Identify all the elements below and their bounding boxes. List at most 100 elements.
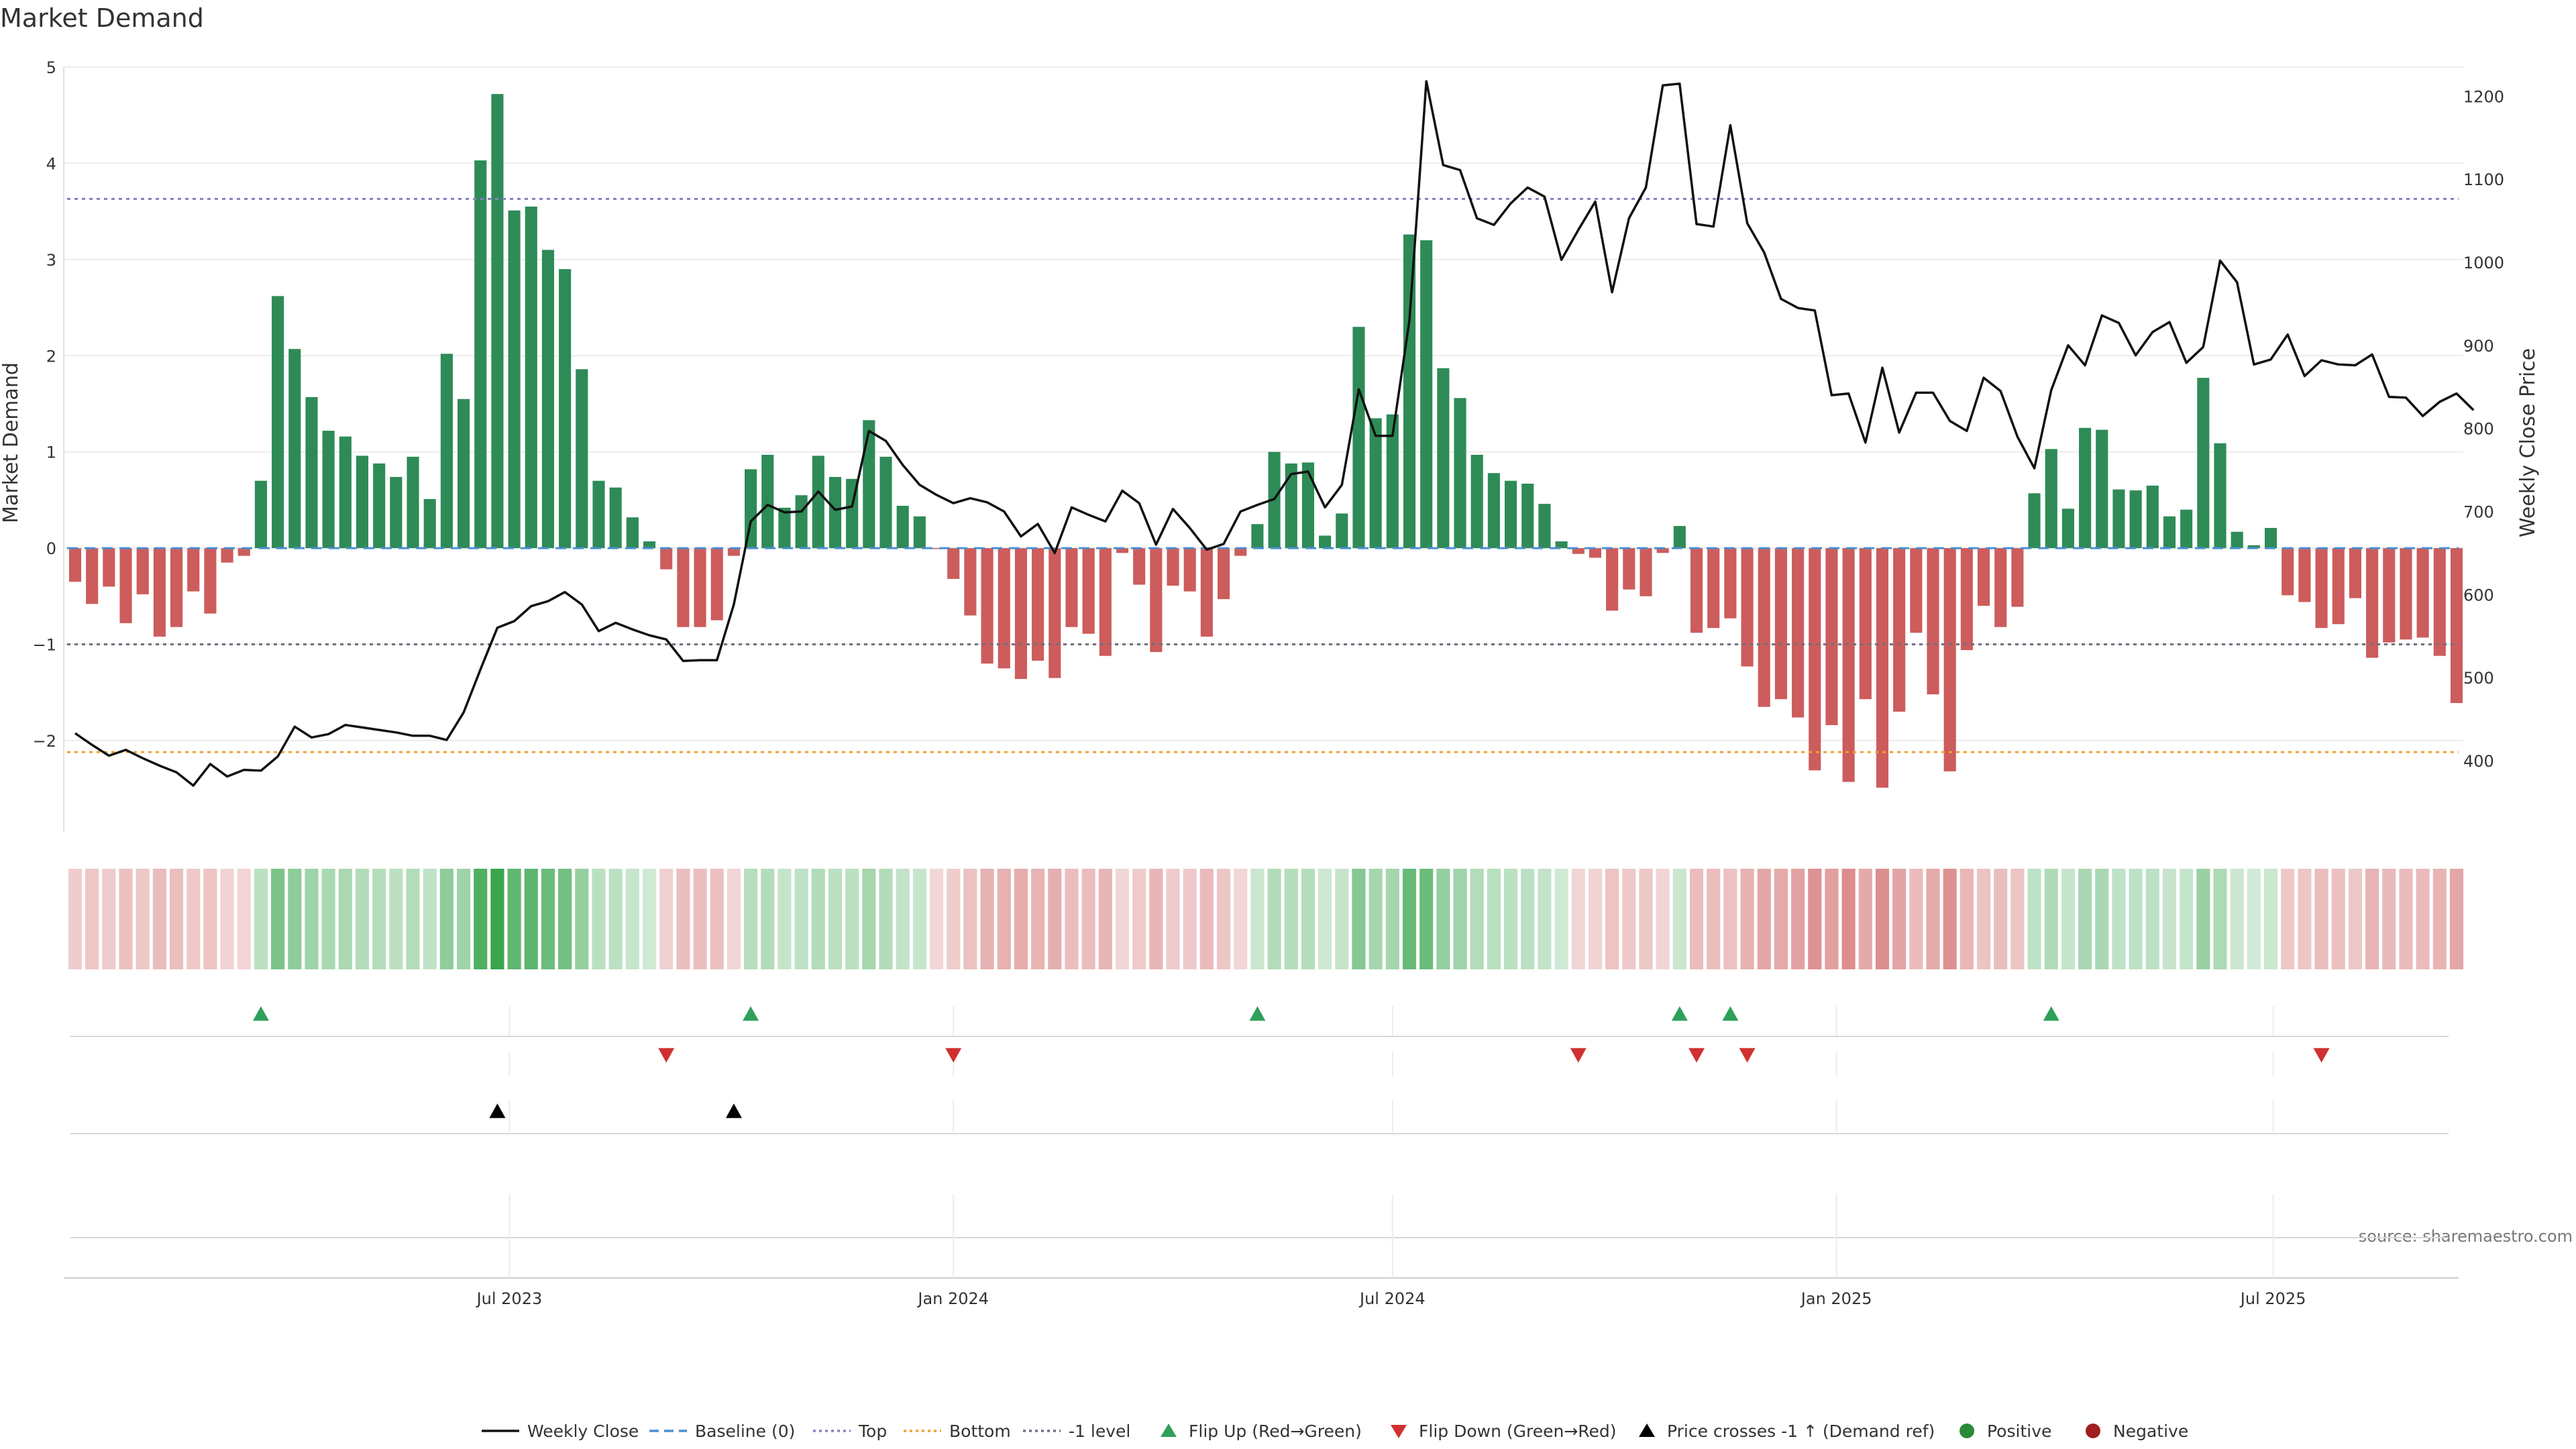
demand-bar [1876, 548, 1889, 788]
demand-bar [2214, 443, 2226, 549]
heat-cell [2010, 869, 2025, 969]
heat-cell [2416, 869, 2430, 969]
heat-cell [136, 869, 150, 969]
heat-cell [1791, 869, 1805, 969]
heat-cell [693, 869, 707, 969]
demand-bar [964, 548, 977, 616]
heat-cell [1994, 869, 2008, 969]
flip-up-marker [1671, 1006, 1688, 1021]
heat-cell [1757, 869, 1771, 969]
demand-bar [1437, 368, 1450, 549]
demand-bar [1774, 548, 1787, 700]
demand-bar [2011, 548, 2024, 607]
demand-bar [170, 548, 183, 627]
flip-up-marker [743, 1006, 759, 1021]
y2-axis-label: Weekly Close Price [2516, 348, 2540, 537]
demand-bar [1656, 548, 1669, 553]
heat-cell [68, 869, 83, 969]
demand-bar [2146, 485, 2159, 549]
heat-cell [1250, 869, 1265, 969]
demand-bar [576, 369, 588, 549]
flip-down-marker [1688, 1048, 1705, 1063]
x-tick-label: Jul 2023 [476, 1289, 543, 1308]
y-tick-label: −2 [33, 732, 56, 751]
demand-bar [1842, 548, 1855, 782]
demand-bar [1251, 524, 1264, 549]
demand-bar [2383, 548, 2396, 643]
legend-item: Flip Down (Green→Red) [1391, 1421, 1617, 1441]
heat-cell [1098, 869, 1112, 969]
heat-cell [592, 869, 606, 969]
legend-item: Top [813, 1421, 887, 1441]
demand-bar [2079, 427, 2092, 549]
heat-cell [2382, 869, 2396, 969]
demand-bar [1741, 548, 1754, 667]
demand-bar [2129, 490, 2142, 549]
legend-label: Negative [2113, 1421, 2188, 1441]
demand-bar [525, 206, 537, 549]
heat-cell [1875, 869, 1890, 969]
heat-cell [1504, 869, 1518, 969]
demand-bar [778, 507, 791, 549]
heat-cell [169, 869, 184, 969]
heat-cell [271, 869, 285, 969]
demand-bar [1082, 548, 1095, 634]
demand-bar [1133, 548, 1146, 585]
heat-cell [2095, 869, 2109, 969]
heat-cell [102, 869, 116, 969]
demand-bar [1673, 526, 1686, 549]
heat-cell [457, 869, 471, 969]
demand-bar [795, 495, 808, 549]
heat-cell [1453, 869, 1467, 969]
heat-cell [490, 869, 504, 969]
heat-cell [220, 869, 234, 969]
x-tick-label: Jul 2024 [1358, 1289, 1426, 1308]
demand-bar [407, 456, 419, 549]
y2-tick-label: 800 [2463, 420, 2494, 439]
heat-cell [845, 869, 859, 969]
y2-tick-label: 1100 [2463, 170, 2504, 189]
heat-cell [2061, 869, 2075, 969]
heat-cell [1672, 869, 1686, 969]
heat-cell [1774, 869, 1788, 969]
demand-heat-strip [68, 869, 2464, 969]
legend-swatch [2086, 1424, 2100, 1438]
y2-tick-label: 1200 [2463, 87, 2504, 106]
heat-cell [761, 869, 775, 969]
heat-cell [659, 869, 674, 969]
demand-bar [373, 463, 386, 549]
demand-bar [1943, 548, 1956, 771]
demand-bar [86, 548, 99, 604]
heat-cell [1622, 869, 1636, 969]
demand-bar [423, 498, 436, 549]
heat-cell [439, 869, 453, 969]
demand-bar [1690, 548, 1703, 633]
demand-bar [1167, 548, 1179, 586]
heat-cell [642, 869, 657, 969]
demand-bar [2366, 548, 2379, 658]
legend-item: Flip Up (Red→Green) [1161, 1421, 1362, 1441]
demand-bar [103, 548, 115, 587]
heat-cell [575, 869, 589, 969]
chart-title: Market Demand [0, 3, 204, 33]
demand-bar [1183, 548, 1196, 592]
demand-bar [710, 548, 723, 621]
demand-bar [474, 160, 487, 549]
heat-cell [1588, 869, 1603, 969]
heat-cell [1656, 869, 1670, 969]
demand-bar [930, 548, 943, 549]
heat-cell [1571, 869, 1585, 969]
heat-cell [2247, 869, 2261, 969]
demand-bar [440, 354, 453, 549]
heat-cell [2331, 869, 2345, 969]
demand-bar [1285, 463, 1297, 549]
y-tick-label: 5 [46, 58, 56, 77]
heat-cell [811, 869, 825, 969]
heat-cell [558, 869, 572, 969]
x-tick-label: Jul 2025 [2239, 1289, 2306, 1308]
heat-cell [676, 869, 690, 969]
y-axis-ticks: −2 −1 0 1 2 3 4 5 [33, 58, 56, 751]
demand-bar [1707, 548, 1720, 629]
demand-bar [2096, 429, 2108, 549]
